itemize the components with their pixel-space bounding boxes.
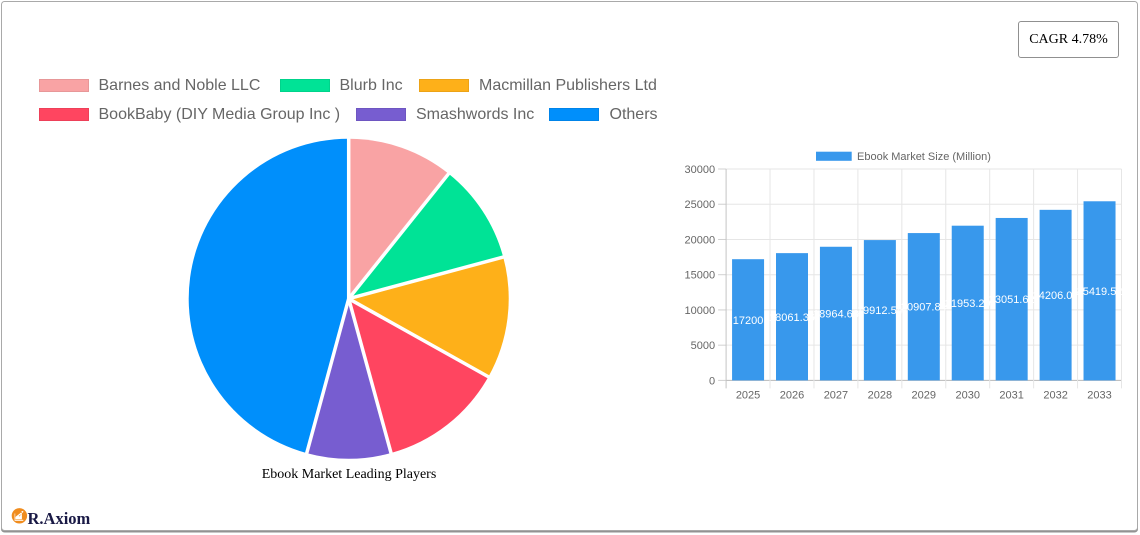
svg-text:23051.62: 23051.62 xyxy=(989,294,1035,306)
svg-text:2030: 2030 xyxy=(955,390,979,402)
svg-text:Ebook Market Size (Million): Ebook Market Size (Million) xyxy=(857,151,991,163)
svg-text:24206.07: 24206.07 xyxy=(1033,290,1079,302)
svg-text:25000: 25000 xyxy=(685,199,716,211)
svg-text:18061.36: 18061.36 xyxy=(769,312,815,324)
svg-text:18964.63: 18964.63 xyxy=(813,309,859,321)
svg-text:2026: 2026 xyxy=(780,390,804,402)
svg-text:17200: 17200 xyxy=(733,315,764,327)
svg-text:10000: 10000 xyxy=(685,305,716,317)
svg-text:2027: 2027 xyxy=(824,390,848,402)
svg-text:25419.52: 25419.52 xyxy=(1077,286,1123,298)
svg-text:5000: 5000 xyxy=(691,340,715,352)
svg-text:2025: 2025 xyxy=(736,390,760,402)
svg-text:2031: 2031 xyxy=(999,390,1023,402)
svg-text:19912.54: 19912.54 xyxy=(857,305,903,317)
svg-text:15000: 15000 xyxy=(685,270,716,282)
svg-text:20000: 20000 xyxy=(685,234,716,246)
svg-text:0: 0 xyxy=(709,375,715,387)
svg-text:20907.84: 20907.84 xyxy=(901,302,947,314)
svg-text:2033: 2033 xyxy=(1087,390,1111,402)
svg-text:30000: 30000 xyxy=(685,164,716,176)
svg-text:2028: 2028 xyxy=(868,390,892,402)
svg-text:2032: 2032 xyxy=(1043,390,1067,402)
svg-text:21953.29: 21953.29 xyxy=(945,298,991,310)
svg-text:2029: 2029 xyxy=(912,390,936,402)
